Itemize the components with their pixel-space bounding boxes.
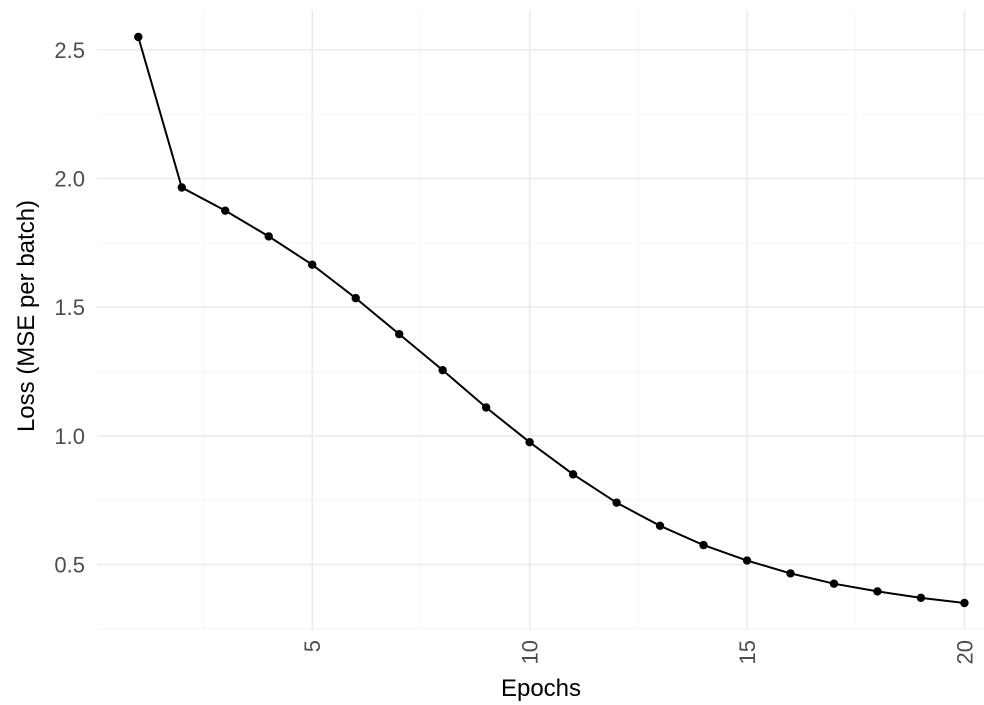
data-point [351,293,360,303]
data-point [612,498,621,507]
point-layer [134,32,969,608]
tick-label-layer: 0.5 1.0 1.5 2.0 2.5 5 10 15 20 [54,38,977,665]
data-point [916,593,926,603]
data-point [221,206,230,215]
y-tick-label: 1.5 [54,295,85,320]
data-point [438,365,447,375]
data-point [481,403,491,412]
data-point [742,556,752,565]
x-tick-label: 5 [300,640,325,652]
y-tick-label: 2.0 [54,167,85,192]
data-point [525,437,534,447]
data-point [699,540,708,550]
data-point [829,579,839,588]
line-layer [137,36,965,604]
loss-series-line [137,36,965,604]
y-axis-title: Loss (MSE per batch) [13,200,40,432]
data-point [394,329,404,339]
data-point [134,32,143,42]
data-point [308,260,317,269]
data-point [568,470,578,479]
x-tick-label: 15 [735,640,760,664]
y-tick-label: 0.5 [54,552,85,577]
x-tick-label: 10 [518,640,543,664]
x-axis-title: Epochs [501,675,581,702]
data-point [873,587,882,596]
data-point [655,521,665,531]
data-point [177,183,186,192]
data-point [786,569,795,578]
x-tick-label: 20 [952,640,977,664]
data-point [960,598,969,608]
y-tick-label: 1.0 [54,424,85,449]
y-tick-label: 2.5 [54,38,85,63]
data-point [264,232,273,241]
grid-layer [97,10,984,630]
